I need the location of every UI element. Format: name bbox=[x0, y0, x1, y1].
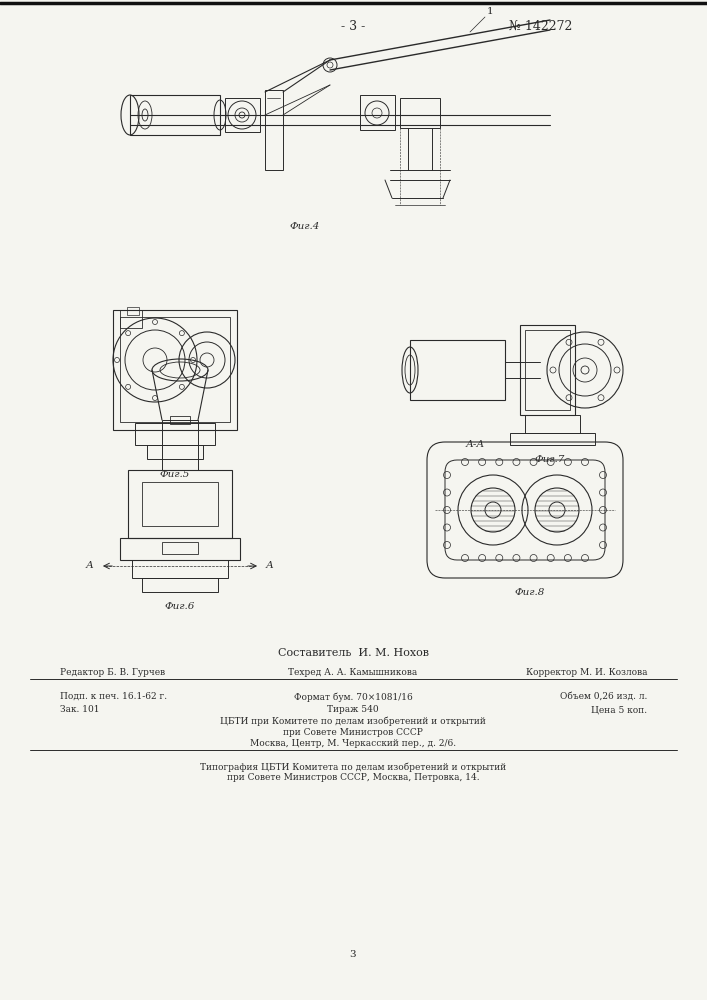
Bar bbox=[120, 317, 230, 422]
Bar bbox=[360, 95, 395, 130]
Bar bbox=[525, 415, 580, 433]
Bar bbox=[162, 542, 198, 554]
Text: при Совете Министров СССР, Москва, Петровка, 14.: при Совете Министров СССР, Москва, Петро… bbox=[227, 773, 479, 782]
Text: - 3 -: - 3 - bbox=[341, 20, 365, 33]
Text: Фиг.4: Фиг.4 bbox=[290, 222, 320, 231]
Bar bbox=[142, 482, 218, 526]
Bar bbox=[128, 470, 232, 538]
Bar bbox=[127, 307, 139, 315]
Bar bbox=[162, 420, 198, 470]
Text: Фиг.5: Фиг.5 bbox=[160, 470, 190, 479]
Text: А-А: А-А bbox=[465, 440, 484, 449]
Text: 1: 1 bbox=[486, 7, 493, 16]
Text: Корректор М. И. Козлова: Корректор М. И. Козлова bbox=[525, 668, 647, 677]
Text: А: А bbox=[266, 562, 274, 570]
Text: Фиг.7: Фиг.7 bbox=[534, 455, 565, 464]
Bar bbox=[510, 433, 595, 445]
Text: Тираж 540: Тираж 540 bbox=[327, 705, 379, 714]
Text: Фиг.6: Фиг.6 bbox=[165, 602, 195, 611]
Circle shape bbox=[485, 502, 501, 518]
Text: Зак. 101: Зак. 101 bbox=[60, 705, 100, 714]
Bar bbox=[142, 578, 218, 592]
Bar bbox=[225, 98, 260, 132]
Bar bbox=[410, 340, 505, 400]
Text: Объем 0,26 изд. л.: Объем 0,26 изд. л. bbox=[560, 692, 647, 701]
Text: Редактор Б. В. Гурчев: Редактор Б. В. Гурчев bbox=[60, 668, 165, 677]
Bar bbox=[520, 325, 575, 415]
Text: ЦБТИ при Комитете по делам изобретений и открытий: ЦБТИ при Комитете по делам изобретений и… bbox=[220, 717, 486, 726]
Text: Подп. к печ. 16.1-62 г.: Подп. к печ. 16.1-62 г. bbox=[60, 692, 167, 701]
Text: Цена 5 коп.: Цена 5 коп. bbox=[591, 705, 647, 714]
Bar bbox=[170, 416, 190, 424]
Bar bbox=[120, 538, 240, 560]
Text: Фиг.8: Фиг.8 bbox=[515, 588, 545, 597]
Bar bbox=[525, 330, 570, 410]
Text: при Совете Министров СССР: при Совете Министров СССР bbox=[283, 728, 423, 737]
Text: А: А bbox=[86, 562, 94, 570]
Bar bbox=[120, 310, 142, 328]
Text: Формат бум. 70×1081/16: Формат бум. 70×1081/16 bbox=[293, 692, 412, 702]
Text: Техред А. А. Камышникова: Техред А. А. Камышникова bbox=[288, 668, 418, 677]
Bar bbox=[265, 90, 283, 170]
Text: № 142272: № 142272 bbox=[509, 20, 573, 33]
Bar bbox=[147, 445, 203, 459]
Bar bbox=[135, 423, 215, 445]
Text: 3: 3 bbox=[350, 950, 356, 959]
Text: Типография ЦБТИ Комитета по делам изобретений и открытий: Типография ЦБТИ Комитета по делам изобре… bbox=[200, 762, 506, 772]
Text: Составитель  И. М. Нохов: Составитель И. М. Нохов bbox=[278, 648, 428, 658]
Bar bbox=[113, 310, 237, 430]
Text: Москва, Центр, М. Черкасский пер., д. 2/6.: Москва, Центр, М. Черкасский пер., д. 2/… bbox=[250, 739, 456, 748]
Bar bbox=[130, 95, 220, 135]
Circle shape bbox=[549, 502, 565, 518]
Bar bbox=[400, 98, 440, 128]
Bar bbox=[132, 560, 228, 578]
